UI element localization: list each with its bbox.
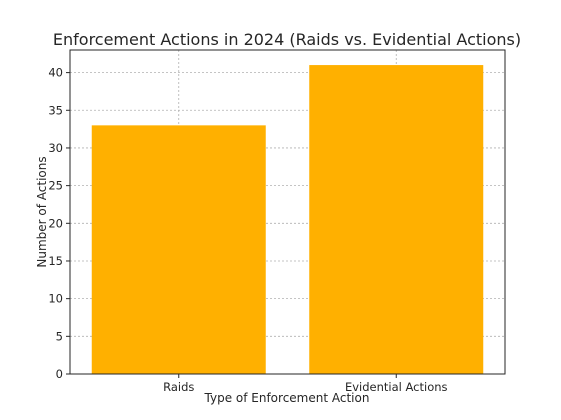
x-tick-label: Raids xyxy=(163,380,194,394)
y-tick-label: 0 xyxy=(56,367,63,381)
x-axis-label: Type of Enforcement Action xyxy=(204,391,370,405)
bar xyxy=(91,125,266,374)
bars xyxy=(91,65,484,375)
y-axis-label: Number of Actions xyxy=(35,156,49,267)
y-tick-label: 35 xyxy=(48,103,63,117)
y-tick-label: 30 xyxy=(48,141,63,155)
plot-frame xyxy=(69,49,506,375)
y-tick-label: 20 xyxy=(48,216,63,230)
chart-title: Enforcement Actions in 2024 (Raids vs. E… xyxy=(53,30,521,49)
y-tick-label: 15 xyxy=(48,254,63,268)
y-tick-label: 25 xyxy=(48,179,63,193)
bar xyxy=(309,65,484,375)
y-tick-label: 5 xyxy=(56,329,63,343)
x-tick-label: Evidential Actions xyxy=(345,380,448,394)
y-tick-label: 40 xyxy=(48,66,63,80)
y-tick-label: 10 xyxy=(48,292,63,306)
axes: 0 5 10 15 20 25 30 35 40 Raids Evidential Actions xyxy=(48,49,506,394)
